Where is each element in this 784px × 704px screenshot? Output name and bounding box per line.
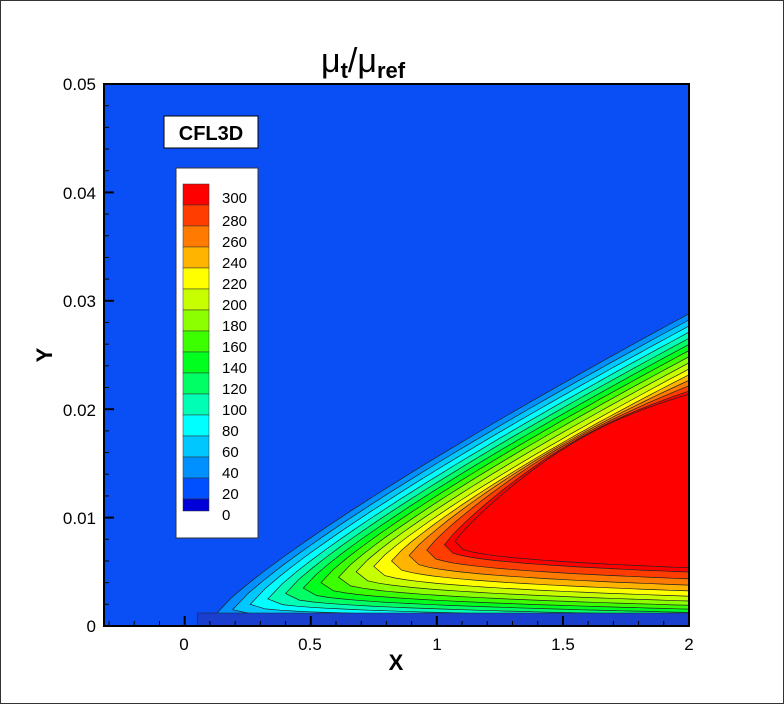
legend-swatch bbox=[182, 351, 210, 374]
svg-text:CFL3D: CFL3D bbox=[179, 123, 243, 145]
legend-swatch bbox=[182, 288, 210, 311]
legend-label: 240 bbox=[222, 255, 247, 272]
legend-label: 180 bbox=[222, 318, 247, 335]
legend-swatch bbox=[182, 183, 210, 206]
svg-text:0.5: 0.5 bbox=[298, 635, 322, 654]
svg-text:0.01: 0.01 bbox=[63, 509, 96, 528]
legend-label: 0 bbox=[222, 507, 230, 524]
y-axis-title: Y bbox=[32, 347, 57, 362]
legend: 3002802602402202001801601401201008060402… bbox=[175, 167, 259, 539]
svg-text:0.04: 0.04 bbox=[63, 184, 96, 203]
legend-swatch bbox=[182, 372, 210, 395]
svg-text:0: 0 bbox=[179, 635, 188, 654]
contour-level bbox=[454, 393, 689, 569]
svg-text:1: 1 bbox=[432, 635, 441, 654]
legend-swatch bbox=[182, 225, 210, 248]
svg-text:0.02: 0.02 bbox=[63, 401, 96, 420]
legend-swatch bbox=[182, 246, 210, 269]
legend-label: 260 bbox=[222, 234, 247, 251]
legend-swatch bbox=[182, 267, 210, 290]
axis-ticks bbox=[104, 83, 690, 627]
legend-label: 80 bbox=[222, 423, 239, 440]
legend-swatch bbox=[182, 330, 210, 353]
legend-swatch bbox=[182, 456, 210, 479]
legend-swatch bbox=[182, 477, 210, 500]
legend-swatch bbox=[182, 393, 210, 416]
legend-swatch bbox=[182, 309, 210, 332]
legend-label: 160 bbox=[222, 339, 247, 356]
x-axis-ticklabels: 0 0.5 1 1.5 2 bbox=[179, 635, 693, 654]
legend-label: 300 bbox=[222, 190, 247, 207]
legend-swatch bbox=[182, 498, 210, 512]
svg-text:0.03: 0.03 bbox=[63, 292, 96, 311]
legend-label: 40 bbox=[222, 465, 239, 482]
svg-text:0.05: 0.05 bbox=[63, 75, 96, 94]
legend-label: 100 bbox=[222, 402, 247, 419]
svg-text:2: 2 bbox=[684, 635, 693, 654]
x-axis-title: X bbox=[389, 650, 404, 675]
legend-swatch bbox=[182, 435, 210, 458]
chart-title: μt/μref bbox=[321, 42, 406, 83]
legend-label: 200 bbox=[222, 297, 247, 314]
solver-annotation: CFL3D bbox=[163, 115, 259, 149]
legend-label: 220 bbox=[222, 276, 247, 293]
svg-text:1.5: 1.5 bbox=[551, 635, 575, 654]
legend-label: 140 bbox=[222, 360, 247, 377]
legend-label: 120 bbox=[222, 381, 247, 398]
svg-text:0: 0 bbox=[87, 617, 96, 636]
legend-label: 20 bbox=[222, 486, 239, 503]
legend-swatch bbox=[182, 414, 210, 437]
y-axis-ticklabels: 0 0.01 0.02 0.03 0.04 0.05 bbox=[63, 75, 96, 636]
contour-field bbox=[104, 84, 689, 626]
plot-frame bbox=[103, 83, 690, 627]
legend-label: 280 bbox=[222, 213, 247, 230]
legend-label: 60 bbox=[222, 444, 239, 461]
legend-swatch bbox=[182, 204, 210, 227]
